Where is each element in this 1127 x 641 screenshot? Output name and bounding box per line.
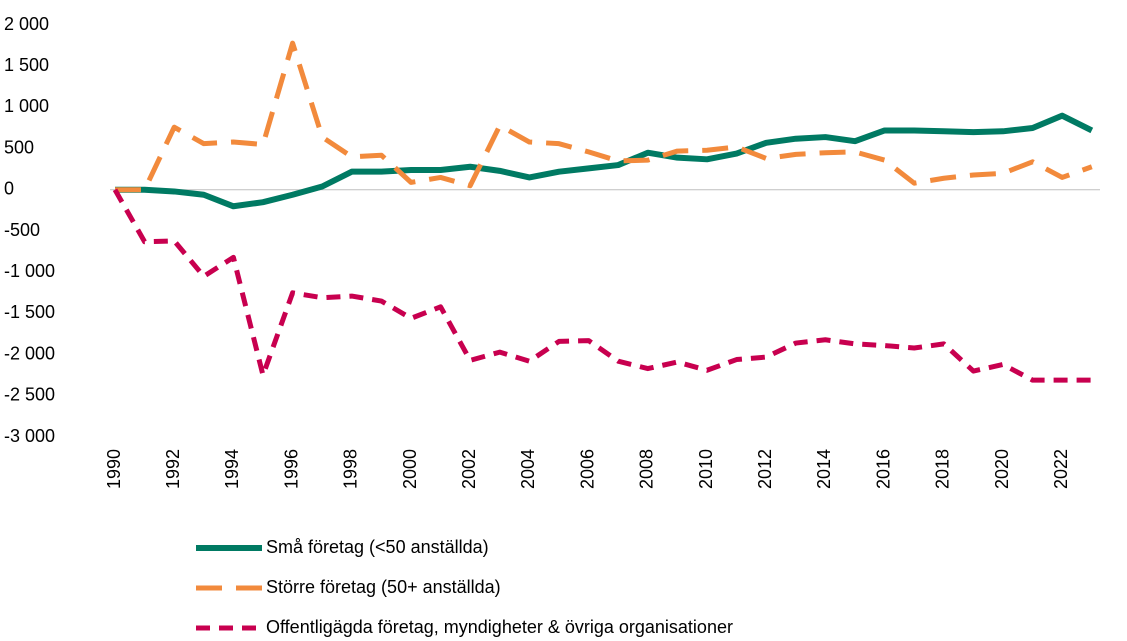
x-tick-label: 2000 [400, 449, 420, 489]
y-tick-label: -2 500 [4, 385, 55, 405]
x-tick-label: 2014 [814, 449, 834, 489]
x-tick-label: 2018 [933, 449, 953, 489]
legend-label: Större företag (50+ anställda) [266, 577, 501, 597]
x-tick-label: 2020 [992, 449, 1012, 489]
x-tick-label: 2010 [696, 449, 716, 489]
x-tick-label: 1994 [222, 449, 242, 489]
x-tick-label: 2002 [459, 449, 479, 489]
y-tick-label: 2 000 [4, 14, 49, 34]
x-tick-label: 2016 [873, 449, 893, 489]
series-line [112, 188, 1092, 383]
x-tick-label: 2008 [637, 449, 657, 489]
y-tick-label: -3 000 [4, 426, 55, 446]
x-tick-label: 1990 [104, 449, 124, 489]
y-tick-label: -1 500 [4, 302, 55, 322]
legend-label: Små företag (<50 anställda) [266, 537, 489, 557]
x-tick-label: 2006 [577, 449, 597, 489]
y-tick-label: 1 000 [4, 96, 49, 116]
y-tick-label: 0 [4, 179, 14, 199]
x-tick-label: 2004 [518, 449, 538, 489]
series-line [115, 40, 1093, 193]
x-tick-label: 1998 [341, 449, 361, 489]
x-tick-label: 2012 [755, 449, 775, 489]
y-tick-label: -500 [4, 220, 40, 240]
legend-label: Offentligägda företag, myndigheter & övr… [266, 617, 733, 637]
y-tick-label: 1 500 [4, 55, 49, 75]
y-tick-label: -2 000 [4, 343, 55, 363]
y-tick-label: 500 [4, 137, 34, 157]
y-tick-label: -1 000 [4, 261, 55, 281]
x-tick-label: 1996 [281, 449, 301, 489]
x-tick-label: 1992 [163, 449, 183, 489]
x-tick-label: 2022 [1051, 449, 1071, 489]
series-line [115, 112, 1094, 210]
